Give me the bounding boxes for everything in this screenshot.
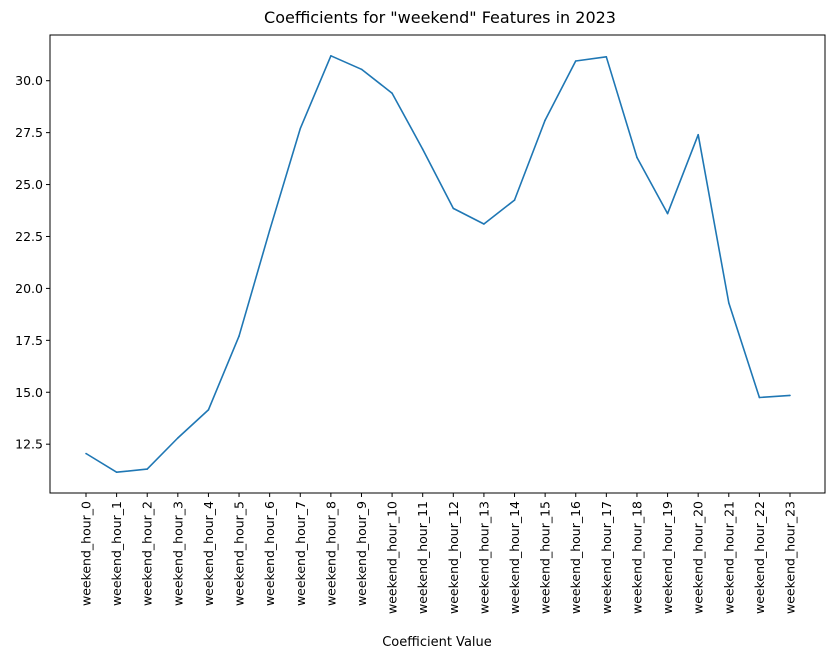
data-point — [177, 437, 179, 439]
x-tick-label: weekend_hour_16 — [568, 501, 583, 614]
data-point — [544, 119, 546, 121]
data-point — [728, 302, 730, 304]
data-point — [789, 394, 791, 397]
x-tick-label: weekend_hour_10 — [385, 501, 400, 614]
x-tick-label: weekend_hour_2 — [140, 501, 155, 606]
data-point — [605, 56, 608, 58]
x-tick-label: weekend_hour_20 — [691, 501, 706, 614]
data-point — [483, 223, 485, 225]
x-tick-label: weekend_hour_5 — [232, 501, 247, 606]
x-tick-label: weekend_hour_9 — [354, 501, 369, 606]
x-tick-label: weekend_hour_0 — [79, 501, 94, 606]
x-tick-label: weekend_hour_6 — [262, 501, 277, 606]
x-tick-label: weekend_hour_1 — [109, 501, 124, 606]
x-tick-label: weekend_hour_19 — [660, 501, 675, 614]
series-layer — [85, 54, 791, 474]
data-point — [421, 148, 424, 150]
data-point — [391, 92, 393, 94]
y-tick-label: 22.5 — [15, 229, 43, 244]
x-tick-label: weekend_hour_12 — [446, 501, 461, 614]
x-tick-label: weekend_hour_3 — [170, 501, 185, 606]
y-axis: 12.5 15.0 17.5 20.0 22.5 25.0 27.5 30.0 — [15, 73, 50, 452]
y-tick-label: 17.5 — [15, 333, 43, 348]
y-tick-label: 25.0 — [15, 177, 43, 192]
data-point — [513, 199, 516, 201]
x-tick-label: weekend_hour_22 — [752, 501, 767, 614]
data-point — [758, 396, 761, 399]
y-tick-label: 20.0 — [15, 281, 43, 296]
data-point — [452, 207, 455, 210]
x-tick-label: weekend_hour_15 — [538, 501, 553, 614]
x-tick-label: weekend_hour_7 — [293, 501, 308, 606]
data-point — [330, 55, 332, 57]
y-tick-label: 30.0 — [15, 73, 43, 88]
data-point — [636, 156, 638, 159]
data-point — [85, 452, 87, 455]
plot-area-frame — [49, 34, 826, 494]
y-tick-label: 15.0 — [15, 385, 43, 400]
data-point — [238, 335, 240, 338]
data-point — [268, 229, 271, 231]
x-axis-label: Coefficient Value — [382, 635, 492, 650]
data-point — [697, 133, 699, 136]
data-point — [115, 471, 118, 474]
data-point — [207, 409, 210, 411]
x-tick-label: weekend_hour_14 — [507, 501, 522, 614]
x-tick-label: weekend_hour_13 — [476, 501, 491, 614]
chart-title: Coefficients for "weekend" Features in 2… — [264, 8, 616, 27]
data-point — [146, 468, 148, 470]
y-tick-label: 27.5 — [15, 125, 43, 140]
x-axis: weekend_hour_0 weekend_hour_1 weekend_hour… — [79, 493, 798, 614]
data-point — [299, 127, 302, 130]
series-line — [85, 54, 791, 474]
y-tick-label: 12.5 — [15, 437, 43, 452]
data-point — [666, 212, 669, 215]
x-tick-label: weekend_hour_8 — [323, 501, 338, 606]
data-point — [574, 60, 577, 62]
x-tick-label: weekend_hour_4 — [201, 501, 216, 606]
x-tick-label: weekend_hour_21 — [721, 501, 736, 614]
x-tick-label: weekend_hour_23 — [783, 501, 798, 614]
data-point — [360, 68, 363, 71]
x-tick-label: weekend_hour_18 — [629, 501, 644, 614]
x-tick-label: weekend_hour_11 — [415, 501, 430, 614]
x-tick-label: weekend_hour_17 — [599, 501, 614, 614]
